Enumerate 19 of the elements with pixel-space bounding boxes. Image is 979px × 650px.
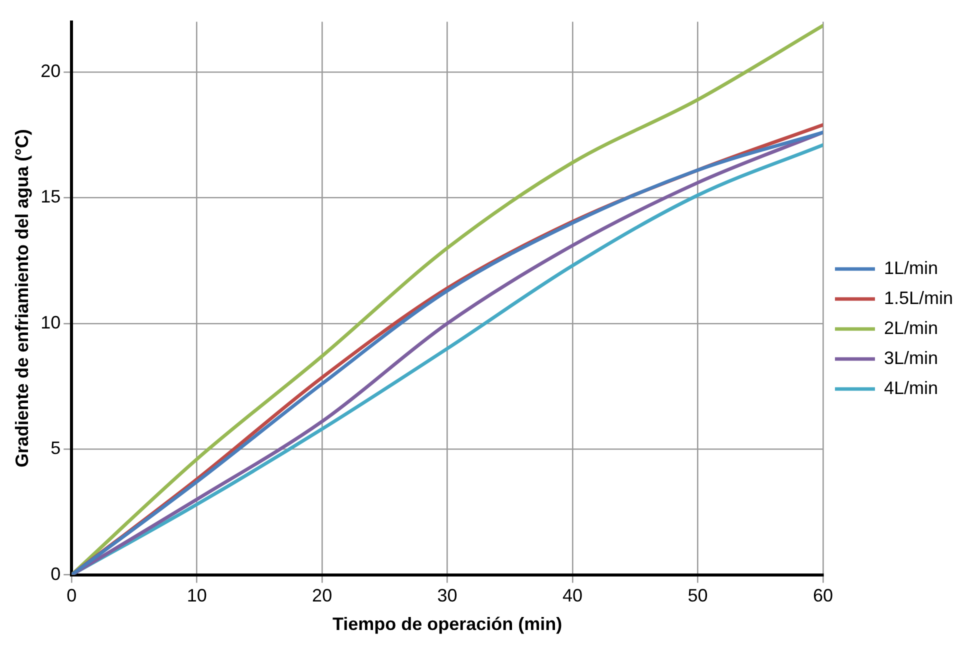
legend-label: 1L/min xyxy=(884,258,938,278)
legend-label: 2L/min xyxy=(884,318,938,338)
x-tick-label: 30 xyxy=(437,586,458,606)
x-tick-label: 10 xyxy=(186,586,207,606)
y-tick-label: 10 xyxy=(40,312,61,332)
legend-label: 4L/min xyxy=(884,378,938,398)
y-tick-label: 15 xyxy=(40,186,61,207)
y-axis-title: Gradiente de enfriamiento del agua (°C) xyxy=(12,129,32,468)
x-tick-label: 50 xyxy=(688,586,708,606)
x-axis-title: Tiempo de operación (min) xyxy=(332,614,562,634)
x-tick-label: 40 xyxy=(562,586,583,606)
x-tick-label: 60 xyxy=(812,586,833,606)
x-tick-label: 0 xyxy=(66,586,77,606)
y-tick-label: 5 xyxy=(50,438,61,458)
y-tick-label: 0 xyxy=(50,564,61,584)
legend-label: 1.5L/min xyxy=(884,288,954,308)
x-tick-label: 20 xyxy=(312,586,332,606)
y-tick-label: 20 xyxy=(40,61,61,82)
legend-label: 3L/min xyxy=(884,348,938,368)
